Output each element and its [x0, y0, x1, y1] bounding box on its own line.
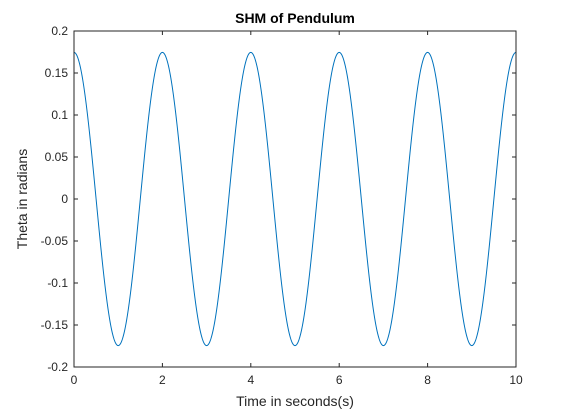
x-tick-label: 0: [71, 373, 78, 387]
x-tick-label: 10: [509, 373, 523, 387]
y-tick-label: 0.15: [45, 66, 69, 80]
y-tick-label: -0.1: [47, 276, 68, 290]
axes-box: [73, 30, 517, 368]
chart-title: SHM of Pendulum: [235, 10, 355, 26]
y-tick-label: -0.05: [41, 234, 69, 248]
y-tick-label: -0.15: [41, 318, 69, 332]
x-tick-label: 4: [247, 373, 254, 387]
series-layer: [73, 51, 517, 347]
plot-area: [74, 31, 516, 367]
y-tick-label: 0.1: [51, 108, 68, 122]
y-axis-label: Theta in radians: [14, 149, 30, 249]
x-tick-label: 8: [424, 373, 431, 387]
x-tick-label: 6: [336, 373, 343, 387]
y-tick-label: 0.05: [45, 150, 69, 164]
y-tick-label: 0.2: [51, 24, 68, 38]
theta-series-line: [73, 51, 517, 347]
y-tick-label: 0: [61, 192, 68, 206]
x-tick-label: 2: [159, 373, 166, 387]
y-tick-label: -0.2: [47, 360, 68, 374]
x-axis-label: Time in seconds(s): [236, 393, 354, 409]
